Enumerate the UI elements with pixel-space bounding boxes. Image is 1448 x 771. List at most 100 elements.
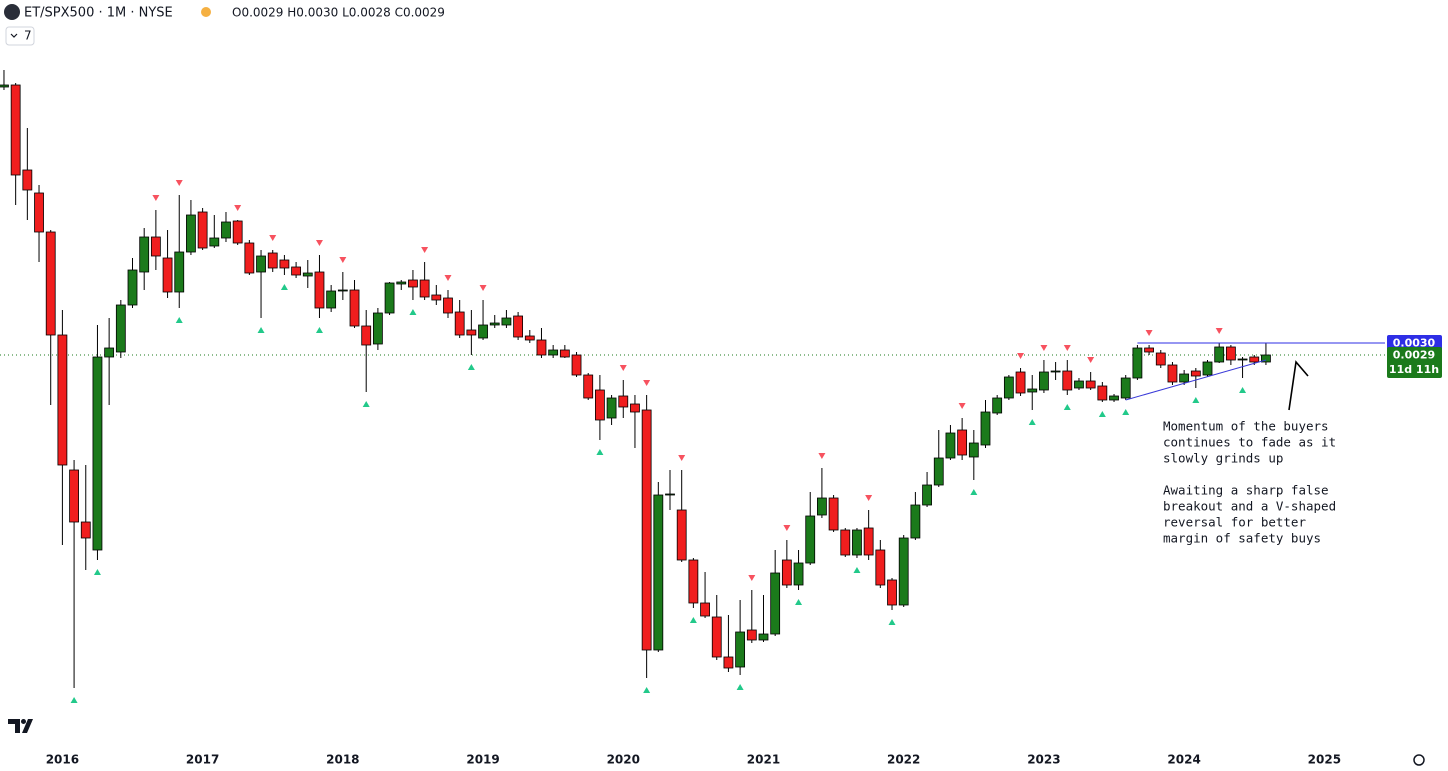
candle-body (454, 311, 465, 336)
candle-body (933, 457, 944, 486)
candle-body (302, 272, 313, 277)
fractal-high-marker (643, 380, 651, 386)
candle-body (150, 236, 161, 257)
x-tick-label: 2019 (466, 753, 499, 767)
candle-body (571, 354, 582, 376)
annotation-line: continues to fade as it (1163, 435, 1336, 450)
fractal-high-marker (234, 205, 242, 211)
candle-body (1003, 376, 1014, 399)
fractal-high-marker (1215, 328, 1223, 334)
fractal-low-marker (257, 327, 265, 333)
candle-body (34, 192, 44, 233)
fractal-high-marker (269, 235, 277, 241)
settings-icon[interactable] (1413, 754, 1425, 766)
candle-body (1074, 380, 1084, 389)
candle-body (840, 529, 851, 556)
candle-body (22, 169, 33, 191)
candle-body (45, 231, 56, 336)
candle-body (863, 527, 874, 556)
session-icon (201, 7, 211, 17)
candle-body (1144, 347, 1154, 353)
candle-body (267, 252, 278, 269)
candle-body (1015, 371, 1026, 394)
candle-body (1097, 385, 1108, 401)
candle-body (770, 572, 781, 635)
candle-body (1039, 371, 1049, 391)
fractal-low-marker (1192, 397, 1200, 403)
candle-body (957, 429, 968, 456)
candle-body (396, 281, 407, 285)
candle-body (326, 290, 337, 309)
candle-body (10, 84, 21, 176)
logo-dot (21, 719, 26, 724)
candle-body (758, 633, 769, 641)
candle-body (536, 339, 547, 356)
candle-body (478, 324, 488, 339)
candle-body (279, 259, 290, 269)
candle-body (968, 442, 979, 458)
x-tick-label: 2016 (46, 753, 79, 767)
fractal-low-marker (596, 449, 604, 455)
candle-body (197, 211, 208, 249)
candle-body (1109, 395, 1119, 401)
x-tick-label: 2022 (887, 753, 920, 767)
candle-body (1214, 346, 1225, 363)
fractal-high-marker (1063, 345, 1071, 351)
candle-body (559, 349, 570, 358)
candle-body (630, 403, 640, 413)
candle-body (361, 325, 372, 346)
candle-body (314, 271, 325, 309)
fractal-low-marker (280, 284, 288, 290)
candle-body (232, 220, 243, 244)
fractal-high-marker (175, 180, 183, 186)
candle-body (618, 395, 629, 408)
fractal-low-marker (467, 364, 475, 370)
arrow-drawing (1288, 360, 1309, 411)
candle-body (408, 279, 418, 288)
candle-body (910, 504, 921, 539)
fractal-high-marker (865, 495, 873, 501)
fractal-low-marker (409, 309, 417, 315)
fractal-high-marker (748, 575, 756, 581)
fractal-low-marker (1028, 419, 1036, 425)
fractal-high-marker (958, 403, 966, 409)
candle-body (431, 294, 442, 301)
fractal-high-marker (783, 525, 791, 531)
fractal-high-marker (315, 240, 323, 246)
candle-body (174, 251, 185, 293)
candle-body (127, 269, 138, 306)
candle-body (1027, 388, 1038, 393)
fractal-high-marker (479, 285, 487, 291)
candle-body (723, 656, 734, 669)
last-price-label: 0.0029 (1393, 349, 1435, 362)
countdown: 11d 11h (1389, 363, 1439, 376)
candle-body (980, 411, 991, 446)
candle-body (69, 469, 79, 523)
fractal-high-marker (1145, 330, 1153, 336)
fractal-low-marker (970, 489, 978, 495)
candle-body (875, 549, 886, 586)
x-tick-label: 2024 (1167, 753, 1200, 767)
indicator-toggle[interactable] (5, 26, 35, 46)
candle-body (735, 631, 746, 668)
candle-body (583, 374, 594, 399)
candle-body (711, 616, 722, 658)
fractal-low-marker (888, 619, 896, 625)
fractal-high-marker (678, 455, 686, 461)
fractal-high-marker (818, 453, 826, 459)
fractal-high-marker (152, 195, 160, 201)
candle-body (1225, 346, 1236, 361)
fractal-low-marker (795, 599, 803, 605)
symbol-icon (4, 4, 20, 20)
candle-body (466, 329, 477, 336)
candle-body (337, 289, 348, 292)
candle-body (209, 237, 220, 247)
x-tick-label: 2021 (747, 753, 780, 767)
indicator-count: 7 (24, 29, 32, 43)
candle-body (57, 334, 68, 466)
candle-body (898, 537, 909, 606)
candle-body (852, 529, 862, 556)
trendline (1125, 359, 1267, 401)
candle-body (513, 315, 524, 338)
